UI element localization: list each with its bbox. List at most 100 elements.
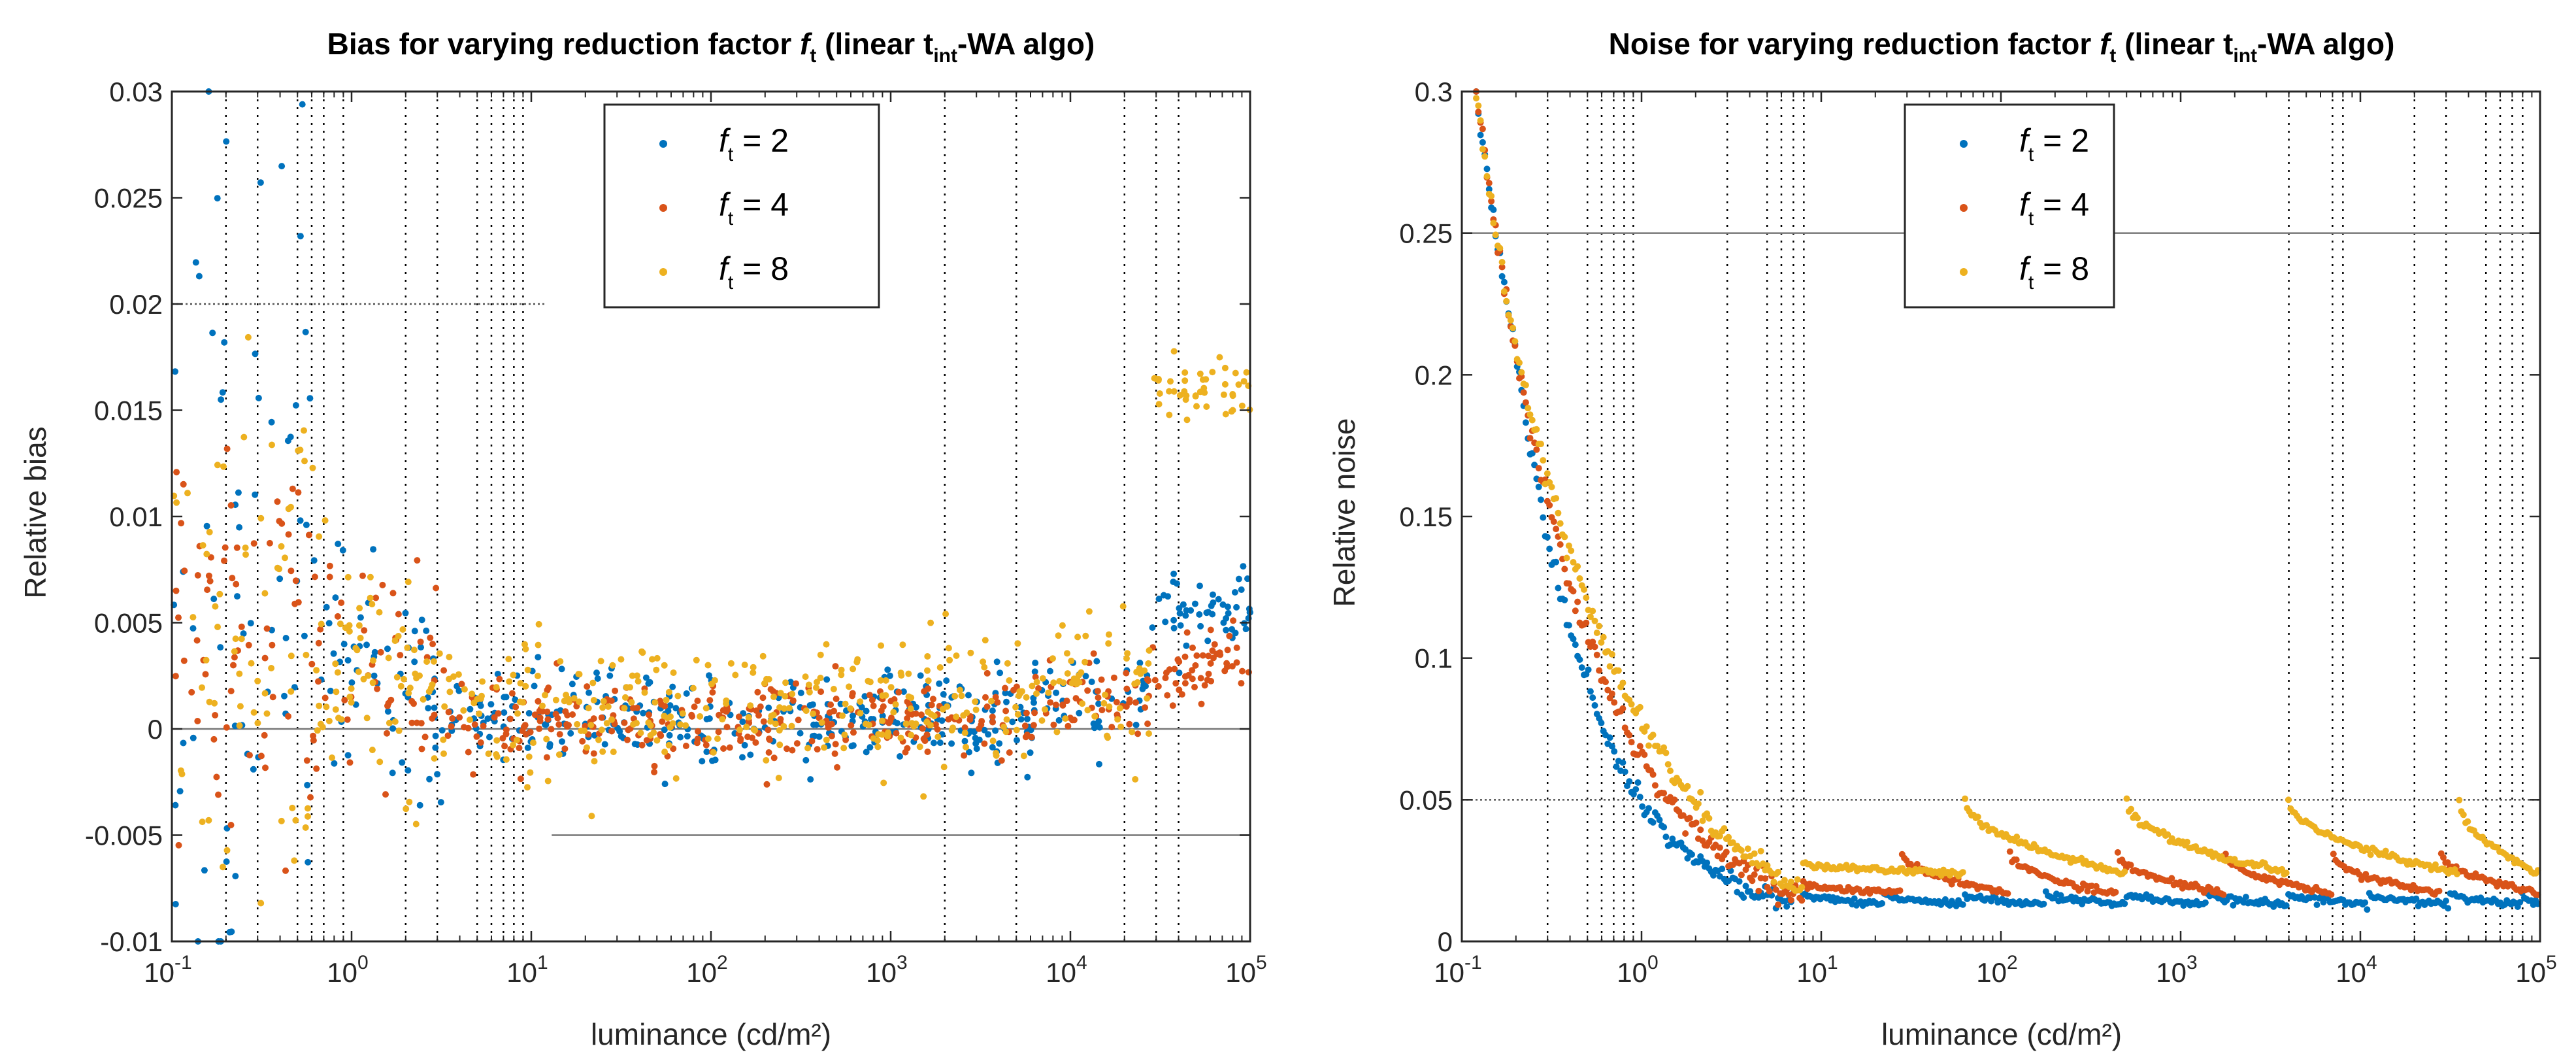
bias-point-ft4 [1065, 722, 1072, 730]
bias-point-ft2 [940, 691, 947, 698]
bias-point-ft8 [369, 679, 376, 686]
bias-point-ft4 [1162, 675, 1169, 681]
bias-point-ft8 [199, 684, 205, 691]
noise-x-tick-label: 102 [1976, 952, 2017, 988]
bias-point-ft8 [405, 579, 412, 586]
bias-point-ft2 [323, 603, 330, 611]
bias-point-ft8 [527, 769, 534, 776]
bias-point-ft8 [232, 635, 239, 643]
bias-point-ft2 [176, 788, 184, 795]
noise-point-ft2 [1684, 854, 1691, 862]
bias-point-ft4 [322, 694, 329, 701]
bias-point-ft4 [893, 730, 900, 737]
bias-point-ft8 [697, 713, 704, 720]
bias-point-ft4 [744, 734, 751, 741]
bias-point-ft8 [1238, 402, 1246, 409]
bias-point-ft8 [879, 692, 886, 700]
bias-point-ft8 [363, 715, 371, 722]
bias-point-ft2 [467, 705, 474, 713]
bias-point-ft2 [494, 671, 501, 677]
noise-point-ft8 [1475, 102, 1482, 109]
noise-point-ft4 [1602, 679, 1609, 686]
bias-point-ft8 [338, 716, 345, 723]
noise-point-ft4 [1591, 643, 1598, 650]
bias-point-ft8 [589, 679, 597, 686]
bias-point-ft8 [446, 688, 454, 696]
noise-point-ft2 [1483, 165, 1491, 173]
noise-point-ft2 [1621, 768, 1628, 775]
bias-point-ft8 [313, 667, 320, 674]
bias-point-ft4 [205, 572, 212, 579]
noise-point-ft4 [1775, 902, 1781, 908]
noise-y-tick-label: 0.2 [1415, 360, 1453, 390]
bias-point-ft2 [252, 491, 259, 498]
bias-point-ft4 [414, 557, 421, 564]
noise-point-ft2 [2364, 906, 2371, 913]
bias-point-ft2 [291, 684, 298, 691]
bias-point-ft8 [847, 705, 854, 712]
bias-point-ft8 [242, 551, 249, 558]
bias-point-ft2 [699, 758, 706, 765]
bias-point-ft8 [450, 673, 457, 680]
bias-point-ft4 [388, 696, 395, 703]
bias-point-ft2 [389, 725, 397, 732]
bias-point-ft2 [1003, 698, 1010, 705]
bias-point-ft4 [608, 697, 615, 704]
noise-point-ft4 [1651, 782, 1659, 789]
bias-point-ft4 [465, 749, 472, 756]
bias-point-ft8 [961, 730, 968, 737]
bias-point-ft8 [882, 677, 889, 684]
bias-point-ft4 [461, 724, 468, 731]
noise-point-ft4 [1787, 896, 1794, 903]
bias-point-ft4 [682, 743, 689, 749]
bias-point-ft8 [493, 737, 501, 744]
bias-point-ft4 [473, 733, 480, 740]
bias-point-ft8 [369, 747, 376, 754]
bias-point-ft8 [972, 706, 980, 713]
noise-point-ft8 [2367, 851, 2374, 858]
bias-point-ft8 [1203, 403, 1210, 410]
bias-point-ft8 [750, 726, 757, 733]
bias-point-ft4 [770, 688, 777, 695]
bias-point-ft2 [1024, 773, 1031, 781]
noise-y-tick-label: 0.3 [1415, 76, 1453, 107]
noise-point-ft8 [1540, 457, 1547, 464]
noise-point-ft8 [1555, 509, 1562, 516]
bias-point-ft8 [395, 727, 403, 734]
noise-point-ft8 [1591, 617, 1598, 624]
bias-point-ft4 [305, 532, 312, 539]
bias-point-ft8 [1023, 694, 1030, 701]
bias-point-ft4 [770, 754, 778, 762]
bias-point-ft8 [776, 704, 783, 711]
bias-x-axis-label: luminance (cd/m²) [591, 1017, 831, 1051]
bias-point-ft2 [487, 701, 495, 708]
bias-y-tick-label: 0.02 [109, 289, 163, 320]
bias-point-ft2 [802, 756, 810, 764]
bias-point-ft8 [1209, 369, 1216, 376]
bias-point-ft4 [1238, 680, 1245, 687]
bias-point-ft2 [416, 801, 423, 809]
noise-legend-marker-ft2 [1960, 140, 1968, 148]
bias-point-ft8 [524, 784, 531, 791]
noise-point-ft4 [1649, 771, 1657, 778]
bias-point-ft2 [966, 728, 974, 735]
bias-point-ft8 [776, 741, 784, 749]
bias-point-ft2 [981, 726, 988, 734]
bias-point-ft2 [1014, 737, 1020, 744]
bias-point-ft8 [980, 658, 987, 666]
bias-point-ft2 [1177, 622, 1184, 629]
bias-point-ft8 [665, 741, 672, 749]
bias-point-ft8 [535, 620, 542, 628]
bias-point-ft2 [535, 654, 542, 661]
bias-point-ft8 [574, 720, 581, 728]
bias-point-ft4 [1169, 702, 1176, 709]
bias-point-ft2 [863, 707, 870, 715]
bias-point-ft8 [629, 672, 636, 679]
bias-point-ft2 [1242, 626, 1249, 633]
bias-point-ft4 [477, 739, 484, 746]
bias-point-ft8 [813, 684, 819, 691]
bias-point-ft4 [173, 469, 180, 476]
bias-point-ft4 [693, 739, 701, 747]
noise-point-ft8 [1525, 405, 1532, 412]
bias-point-ft2 [192, 259, 199, 266]
